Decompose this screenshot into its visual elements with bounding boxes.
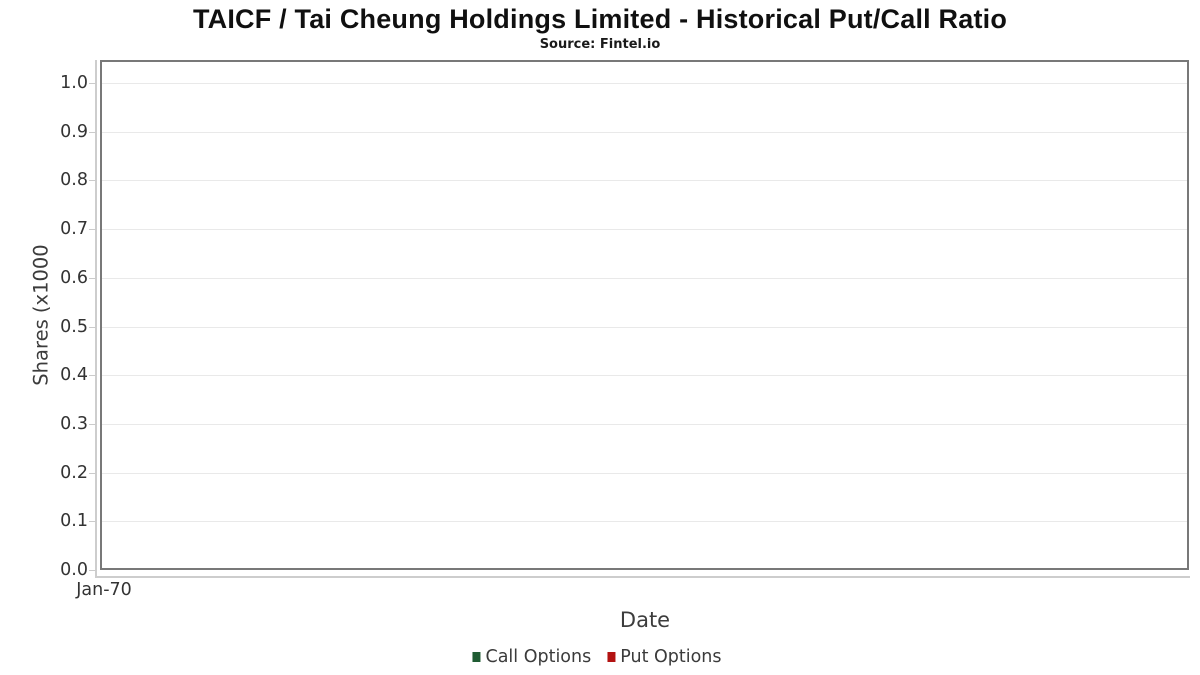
y-tick-mark-0.2 — [89, 472, 96, 474]
y-tick-mark-0.9 — [89, 131, 96, 133]
y-tick-label-0.1: 0.1 — [60, 511, 88, 532]
y-tick-label-1.0: 1.0 — [60, 73, 88, 93]
chart-subtitle: Source: Fintel.io — [539, 37, 661, 52]
plot-area — [100, 60, 1189, 570]
put-options-swatch-icon — [607, 652, 616, 662]
gridline-y-0.4 — [102, 375, 1187, 377]
y-tick-label-0.8: 0.8 — [60, 170, 88, 191]
legend-label-call-options: Call Options — [485, 647, 592, 667]
y-tick-label-0.0: 0.0 — [60, 560, 88, 580]
legend-label-put-options: Put Options — [620, 647, 722, 667]
y-tick-mark-1.0 — [89, 83, 96, 84]
y-tick-mark-0.5 — [89, 326, 96, 328]
legend-item-call-options[interactable]: Call Options — [472, 647, 591, 667]
y-tick-label-0.5: 0.5 — [60, 316, 88, 337]
y-axis-line — [95, 60, 97, 577]
y-tick-mark-0.6 — [89, 277, 96, 279]
y-tick-mark-0.7 — [89, 229, 96, 231]
y-tick-label-0.2: 0.2 — [60, 462, 88, 483]
legend: Call Options Put Options — [472, 647, 722, 667]
gridline-y-0.8 — [102, 180, 1187, 182]
gridline-y-0.3 — [102, 423, 1187, 425]
x-axis-title: Date — [619, 608, 671, 632]
gridline-y-0.6 — [102, 277, 1187, 279]
y-tick-mark-0.1 — [89, 521, 96, 523]
y-tick-mark-0.8 — [89, 180, 96, 182]
y-tick-label-0.9: 0.9 — [60, 121, 88, 142]
x-tick-label: Jan-70 — [76, 580, 132, 600]
call-options-swatch-icon — [472, 652, 481, 662]
gridline-y-0.5 — [102, 326, 1187, 328]
gridline-y-0.1 — [102, 521, 1187, 523]
gridline-y-1.0 — [102, 83, 1187, 84]
y-tick-label-0.7: 0.7 — [60, 219, 88, 240]
y-tick-label-0.4: 0.4 — [60, 365, 88, 386]
y-tick-mark-0.3 — [89, 423, 96, 425]
chart-title: TAICF / Tai Cheung Holdings Limited - Hi… — [192, 4, 1008, 34]
y-tick-label-0.6: 0.6 — [60, 267, 88, 288]
y-tick-label-0.3: 0.3 — [60, 413, 88, 434]
gridline-y-0.2 — [102, 472, 1187, 474]
y-tick-mark-0.0 — [89, 570, 96, 571]
x-axis-line — [95, 576, 1190, 578]
legend-item-put-options[interactable]: Put Options — [607, 647, 722, 667]
gridline-y-0.9 — [102, 131, 1187, 133]
gridline-y-0.7 — [102, 229, 1187, 231]
y-tick-mark-0.4 — [89, 375, 96, 377]
